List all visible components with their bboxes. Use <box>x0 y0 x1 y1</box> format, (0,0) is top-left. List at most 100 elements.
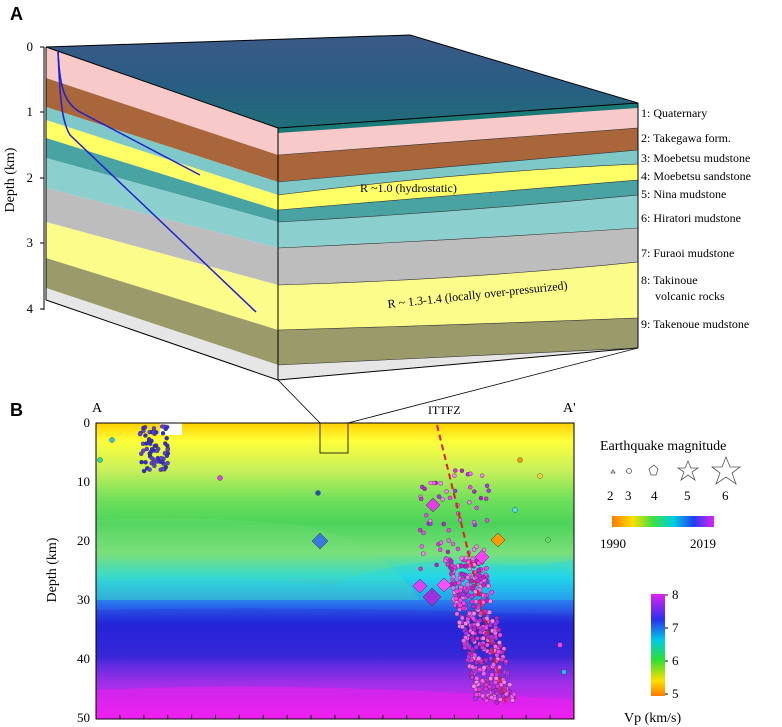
layer-label: 4: Moebetsu sandstone <box>641 169 751 183</box>
layer-label: 5: Nina mudstone <box>641 187 726 201</box>
earthquake-dot <box>452 473 457 478</box>
magnitude-6-icon <box>710 455 742 486</box>
earthquake-dot <box>473 669 479 675</box>
earthquake-dot <box>141 448 146 453</box>
layer-label: 3: Moebetsu mudstone <box>641 151 750 165</box>
magnitude-tick: 2 <box>607 488 614 503</box>
magnitude-tick: 4 <box>651 488 658 503</box>
earthquake-dot <box>418 566 423 571</box>
earthquake-dot <box>487 684 493 690</box>
earthquake-dot <box>494 700 500 705</box>
earthquake-dot <box>456 592 462 598</box>
earthquake-dot <box>476 567 482 573</box>
earthquake-dot <box>449 567 455 573</box>
earthquake-dot <box>459 468 465 473</box>
earthquake-dot <box>475 622 481 627</box>
earthquake-dot <box>497 664 502 670</box>
earthquake-dot <box>159 455 164 461</box>
panel-a-label: A <box>10 4 23 24</box>
earthquake-dot <box>459 624 465 630</box>
earthquake-dot <box>470 630 476 636</box>
earthquake-dot <box>459 577 465 582</box>
earthquake-dot <box>486 488 491 493</box>
earthquake-dot <box>445 549 451 555</box>
earthquake-dot <box>471 611 477 616</box>
earthquake-dot <box>511 691 517 697</box>
earthquake-dot <box>473 589 478 595</box>
earthquake-dot <box>446 528 451 533</box>
magnitude-3-icon <box>626 468 632 474</box>
layer-legend: 1: Quaternary 2: Takegawa form. 3: Moebe… <box>641 106 751 331</box>
earthquake-dot <box>471 520 477 525</box>
earthquake-dot <box>315 490 321 496</box>
panel-b-tick: 40 <box>77 651 90 666</box>
earthquake-dot <box>481 582 486 588</box>
earthquake-dot <box>484 593 489 598</box>
pressure-curve-overpressure <box>57 51 257 313</box>
earthquake-dot <box>470 616 476 621</box>
earthquake-dot <box>440 497 445 502</box>
earthquake-dot <box>483 657 489 663</box>
vp-tick: 7 <box>672 620 679 635</box>
earthquake-dot <box>476 656 482 661</box>
magnitude-tick: 5 <box>684 488 691 503</box>
panel-b-ylabel: Depth (km) <box>45 537 60 602</box>
earthquake-dot <box>507 682 513 688</box>
panel-a-depth-axis: 0 1 2 3 4 Depth (km) <box>3 39 45 316</box>
earthquake-dot <box>217 475 223 481</box>
panel-b-tick: 30 <box>77 592 90 607</box>
earthquake-dot <box>470 637 476 643</box>
earthquake-dot <box>480 645 485 650</box>
earthquake-dot <box>463 631 469 636</box>
earthquake-dot <box>471 547 477 552</box>
earthquake-dot <box>474 544 479 549</box>
panel-a-tick: 3 <box>27 235 34 250</box>
earthquake-dot <box>468 578 474 584</box>
geology-block <box>45 34 639 381</box>
earthquake-dot <box>449 563 455 568</box>
panel-b-depth-axis: 0 10 20 30 40 50 Depth (km) <box>45 415 575 725</box>
earthquake-dot <box>488 656 494 661</box>
earthquake-dot <box>477 629 483 635</box>
magnitude-2-icon <box>610 469 616 474</box>
earthquake-dot <box>488 634 494 640</box>
earthquake-dot <box>155 456 161 461</box>
earthquake-dot <box>489 695 494 700</box>
earthquake-dot <box>458 563 464 569</box>
earthquake-dot <box>468 471 473 476</box>
earthquake-dot <box>561 669 567 675</box>
earthquake-dot <box>478 495 484 501</box>
earthquake-dot <box>428 518 433 523</box>
earthquake-dot <box>467 566 472 572</box>
earthquake-dot <box>154 448 160 454</box>
year-end: 2019 <box>690 536 716 551</box>
earthquake-dot <box>139 459 144 465</box>
zoom-connector <box>347 347 639 424</box>
earthquake-dot <box>436 494 442 499</box>
earthquake-dot <box>484 642 490 648</box>
earthquake-dot <box>450 585 456 591</box>
earthquake-dot <box>477 667 483 672</box>
earthquake-dot <box>557 642 563 648</box>
earthquake-dot <box>468 485 473 490</box>
magnitude-legend: Earthquake magnitude 2 3 4 5 6 <box>600 439 742 503</box>
earthquake-dot <box>537 473 543 479</box>
earthquake-dot <box>503 659 509 664</box>
earthquake-dot <box>467 500 472 505</box>
earthquake-dot <box>457 602 463 608</box>
earthquake-dot <box>471 683 477 689</box>
vp-colorbar: 8 7 6 5 Vp (km/s) <box>624 587 682 726</box>
vp-title: Vp (km/s) <box>624 711 682 726</box>
earthquake-dot <box>459 615 465 621</box>
earthquake-dot <box>421 551 426 556</box>
earthquake-dot <box>465 575 471 580</box>
earthquake-dot <box>484 518 490 523</box>
earthquake-dot <box>162 441 168 446</box>
earthquake-dot <box>438 547 443 552</box>
earthquake-dot <box>492 630 498 636</box>
earthquake-dot <box>438 540 444 545</box>
earthquake-dot <box>471 603 476 609</box>
earthquake-dot <box>475 604 481 610</box>
earthquake-dot <box>441 521 446 527</box>
earthquake-dot <box>164 436 169 441</box>
